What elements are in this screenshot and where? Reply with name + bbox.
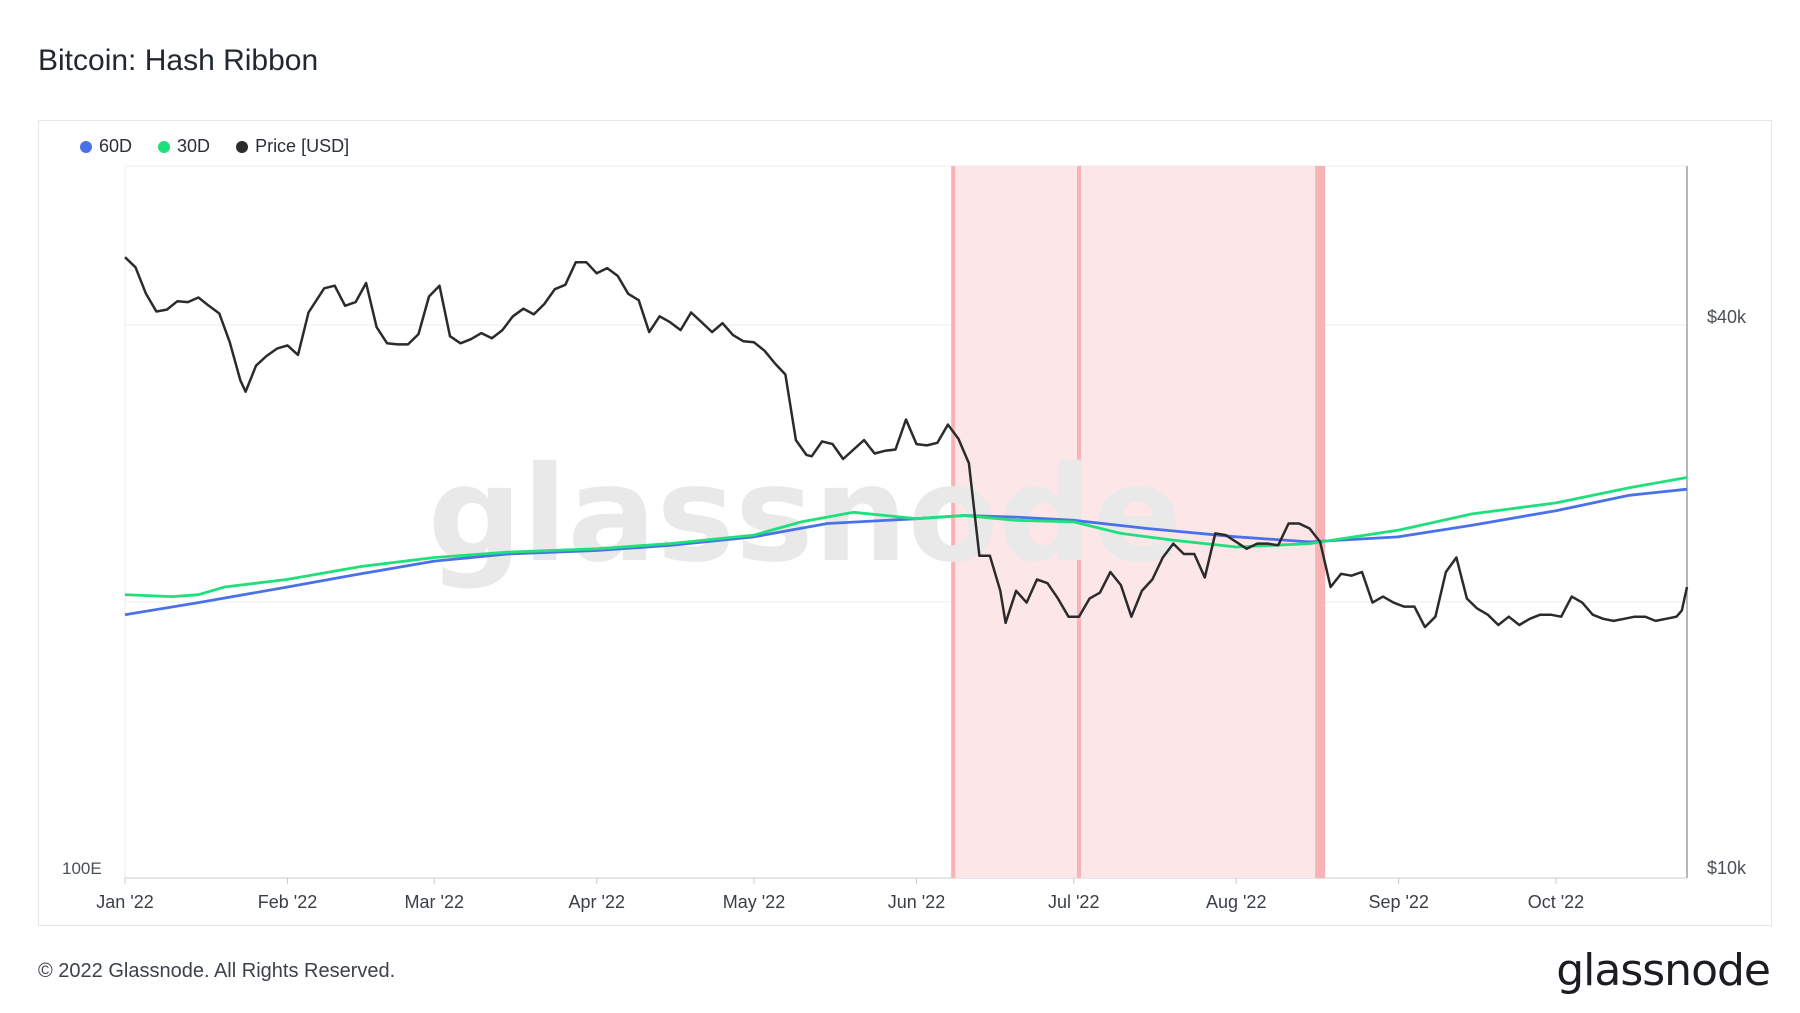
y-right-tick-label: $10k [1707,858,1747,878]
legend-item-price[interactable]: Price [USD] [236,136,349,157]
x-tick-label: Aug '22 [1206,892,1267,912]
x-tick-label: May '22 [723,892,785,912]
x-tick-label: Mar '22 [405,892,464,912]
chart-title: Bitcoin: Hash Ribbon [38,44,319,77]
x-tick-label: Jul '22 [1048,892,1099,912]
chart-legend: 60D 30D Price [USD] [80,136,375,157]
legend-dot-price [236,140,249,153]
legend-label-price: Price [USD] [255,136,350,156]
x-tick-label: Sep '22 [1368,892,1429,912]
y-left-tick-label: 100E [62,859,102,878]
x-tick-label: Apr '22 [569,892,625,912]
copyright-footer: © 2022 Glassnode. All Rights Reserved. [38,960,396,982]
legend-dot-30d [158,140,171,153]
legend-label-60d: 60D [99,136,133,156]
legend-item-60d[interactable]: 60D [80,136,132,157]
legend-label-30d: 30D [177,136,211,156]
series-line-30d [124,476,1688,598]
x-tick-label: Oct '22 [1528,892,1584,912]
series-line-price-usd [124,256,1689,629]
watermark-text: glassnode [428,438,1183,592]
legend-item-30d[interactable]: 30D [158,136,210,157]
capitulation-marker [1315,166,1326,878]
capitulation-marker [951,166,956,878]
x-tick-label: Jun '22 [888,892,945,912]
capitulation-band [1078,166,1326,878]
legend-dot-60d [80,140,92,153]
x-tick-label: Jan '22 [96,892,153,912]
brand-logo[interactable]: glassnode [1556,945,1771,996]
x-tick-label: Feb '22 [258,892,317,912]
y-right-tick-label: $40k [1707,307,1747,327]
